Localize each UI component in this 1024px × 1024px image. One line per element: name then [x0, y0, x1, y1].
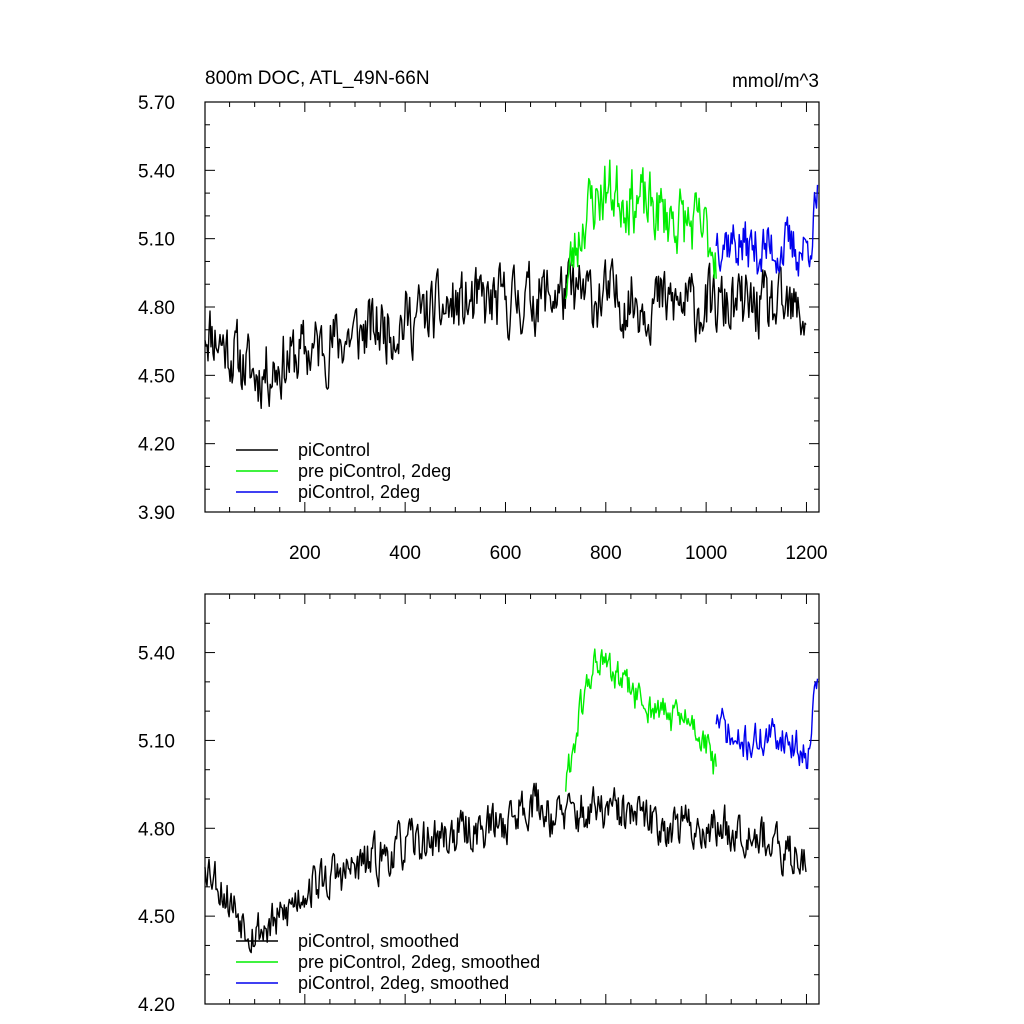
series-line-0-1	[565, 159, 717, 300]
y-tick-label: 4.80	[138, 819, 175, 840]
series-line-1-1	[565, 648, 717, 792]
y-tick-label: 4.20	[138, 435, 175, 456]
y-tick-label: 4.20	[138, 995, 175, 1016]
x-tick-label: 200	[289, 543, 321, 564]
bottom-legend-label-picontrol: piControl, smoothed	[298, 931, 459, 951]
top-legend: piControl pre piControl, 2deg piControl,…	[236, 440, 451, 502]
bottom-legend: piControl, smoothed pre piControl, 2deg,…	[236, 931, 540, 993]
y-tick-label: 5.40	[138, 644, 175, 665]
y-tick-label: 3.90	[138, 503, 175, 524]
y-tick-label: 4.50	[138, 907, 175, 928]
top-legend-label-picontrol: piControl	[298, 440, 370, 460]
x-tick-label: 600	[490, 543, 522, 564]
bottom-series-lines	[204, 648, 819, 954]
y-tick-label: 5.10	[138, 731, 175, 752]
bottom-axis-ticks: 4.20 4.50 4.80 5.10 5.40	[138, 593, 819, 1016]
y-tick-label: 4.80	[138, 298, 175, 319]
x-tick-label: 400	[389, 543, 421, 564]
series-line-1-2	[715, 678, 819, 770]
series-line-0-0	[204, 257, 807, 409]
y-tick-label: 5.70	[138, 93, 175, 114]
bottom-panel: 4.20 4.50 4.80 5.10 5.40 piControl, smoothed…	[138, 593, 820, 1016]
series-line-1-0	[204, 782, 807, 954]
x-tick-label: 1000	[685, 543, 727, 564]
y-tick-label: 4.50	[138, 366, 175, 387]
top-chart-title: 800m DOC, ATL_49N-66N	[205, 68, 430, 89]
y-tick-label: 5.40	[138, 161, 175, 182]
top-panel: 800m DOC, ATL_49N-66N mmol/m^3 200 400 600…	[138, 68, 828, 564]
x-tick-label: 800	[590, 543, 622, 564]
top-axis-ticks: 200 400 600 800 1000 1200 3.90 4.20 4.50 4.80 5.10…	[138, 93, 828, 564]
series-line-0-2	[715, 184, 819, 277]
bottom-legend-label-picontrol-2deg: piControl, 2deg, smoothed	[298, 973, 509, 993]
bottom-legend-label-pre-picontrol: pre piControl, 2deg, smoothed	[298, 952, 540, 972]
top-legend-label-pre-picontrol: pre piControl, 2deg	[298, 461, 451, 481]
top-series-lines	[204, 159, 819, 409]
top-chart-units: mmol/m^3	[732, 71, 819, 92]
y-tick-label: 5.10	[138, 230, 175, 251]
top-legend-label-picontrol-2deg: piControl, 2deg	[298, 482, 420, 502]
x-tick-label: 1200	[785, 543, 827, 564]
